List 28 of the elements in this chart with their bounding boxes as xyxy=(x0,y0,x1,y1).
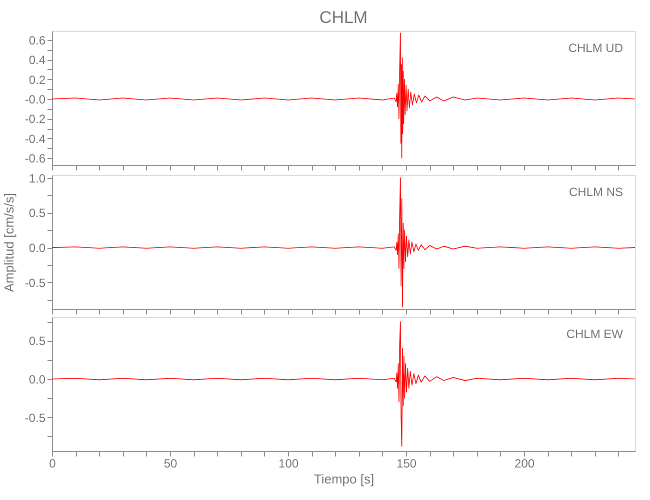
y-tick-label: 0.0 xyxy=(28,241,46,256)
x-tick-label: 200 xyxy=(514,456,535,470)
y-tick-label: 0.6 xyxy=(28,33,46,48)
y-tick-label: -0.6 xyxy=(24,152,46,166)
y-axis-title: Amplitud [cm/s/s] xyxy=(2,193,16,292)
y-tick-label: -0.0 xyxy=(24,92,46,106)
line-series xyxy=(52,321,635,447)
annotation: CHLM EW xyxy=(566,327,624,341)
chart-title: CHLM xyxy=(319,8,368,27)
y-tick-label: -0.4 xyxy=(24,132,46,146)
x-tick-label: 150 xyxy=(396,456,417,470)
y-tick-label: 0.5 xyxy=(28,334,46,348)
y-tick-label: 0.5 xyxy=(28,206,46,220)
y-tick-label: 1.0 xyxy=(28,171,46,186)
line-series xyxy=(52,177,635,308)
line-series xyxy=(52,32,635,159)
x-tick-label: 100 xyxy=(278,456,299,470)
y-tick-label: 0.2 xyxy=(28,72,46,87)
annotation: CHLM NS xyxy=(568,185,623,199)
y-tick-label: -0.5 xyxy=(24,276,46,290)
y-tick-label: 0.4 xyxy=(28,53,46,68)
y-tick-label: -0.2 xyxy=(24,112,46,126)
annotation: CHLM UD xyxy=(568,41,624,55)
y-tick-label: 0.0 xyxy=(28,372,46,387)
x-axis-title: Tiempo [s] xyxy=(314,472,374,486)
x-tick-label: 0 xyxy=(49,456,56,470)
x-tick-label: 50 xyxy=(164,456,178,470)
y-tick-label: -0.5 xyxy=(24,410,46,425)
